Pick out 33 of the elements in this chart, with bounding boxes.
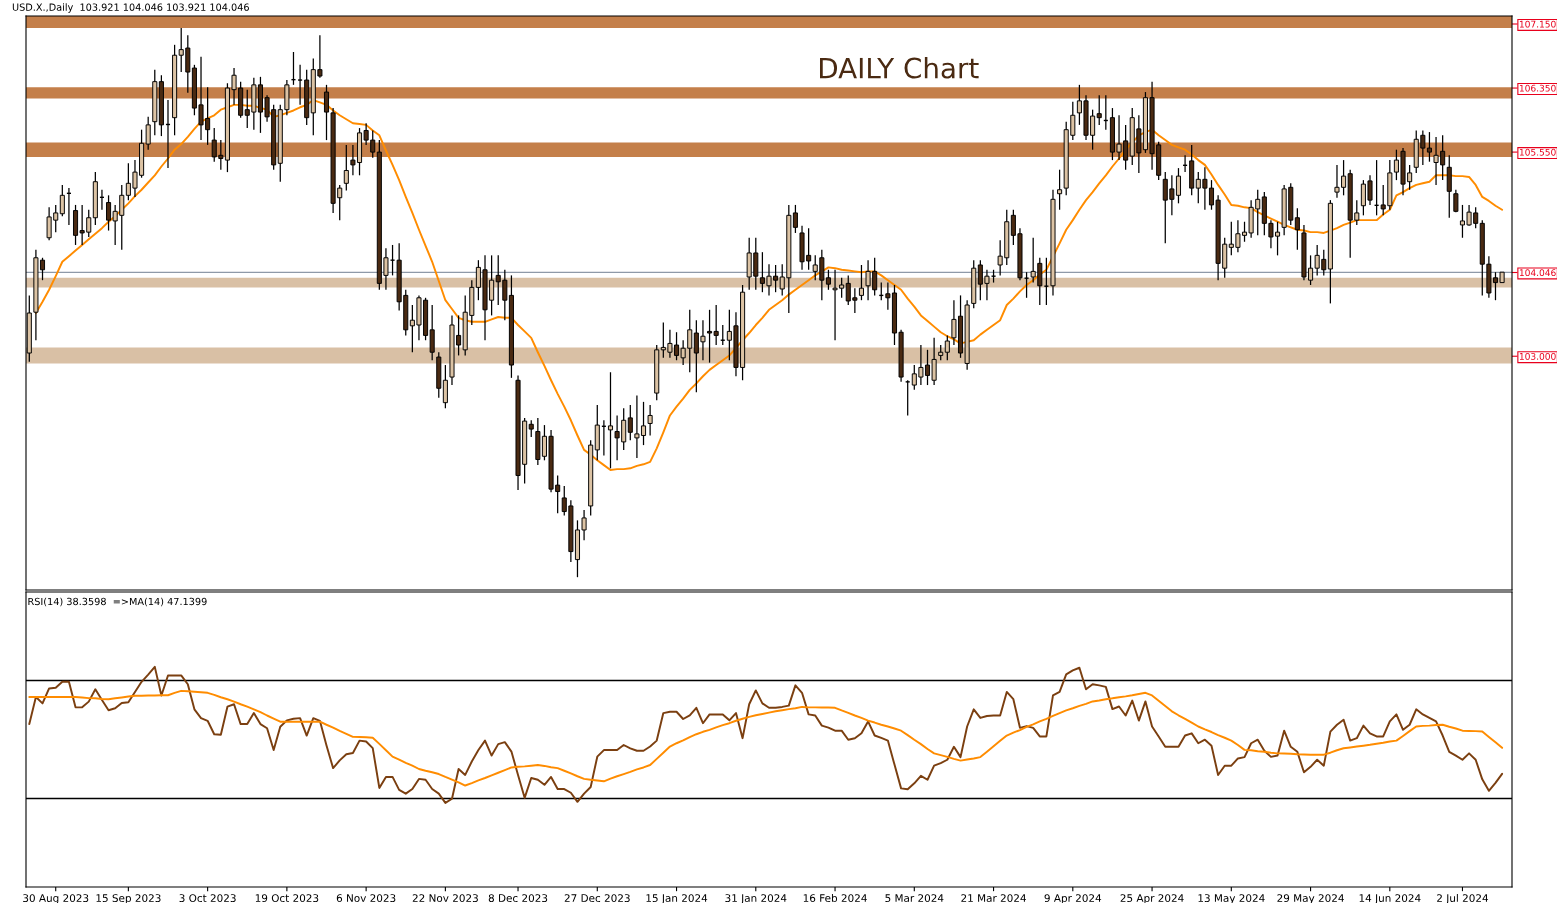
y-tick-label: 105.550: [1519, 148, 1556, 156]
y-tick-label: 106.350: [1519, 84, 1556, 92]
x-tick-label: 5 Mar 2024: [885, 894, 944, 903]
candlestick: [1043, 257, 1050, 306]
candlestick: [1096, 94, 1102, 126]
chart-subtitle: USD.X.,Daily 103.921 104.046 103.921 104.046: [12, 3, 249, 13]
y-tick-label: 104.046: [1519, 269, 1556, 277]
x-tick-label: 19 Oct 2023: [255, 894, 319, 903]
x-tick-label: 22 Nov 2023: [412, 894, 478, 903]
candlestick: [1294, 207, 1300, 251]
x-tick-label: 8 Dec 2023: [488, 894, 548, 903]
candlestick: [1057, 169, 1063, 211]
x-tick-label: 31 Jan 2024: [725, 894, 787, 903]
y-tick-label: 107.150: [1519, 20, 1556, 28]
candlestick: [442, 364, 448, 409]
x-tick-label: 15 Jan 2024: [646, 894, 708, 903]
candlestick: [904, 379, 911, 417]
y-tick-label: 103.000: [1519, 352, 1556, 360]
x-tick-label: 21 Mar 2024: [961, 894, 1026, 903]
x-tick-label: 2 Jul 2024: [1437, 893, 1489, 903]
candlestick: [297, 64, 303, 106]
x-tick-label: 3 Oct 2023: [179, 894, 236, 903]
x-tick-label: 16 Feb 2024: [803, 893, 867, 903]
x-tick-label: 14 Jun 2024: [1359, 894, 1421, 903]
chart-title: RSI(14) 38.3598 =>MA(14) 47.1399: [28, 597, 207, 607]
candlestick: [59, 184, 65, 217]
candlestick: [647, 404, 653, 437]
candlestick: [607, 371, 614, 469]
text: DAILY Chart: [820, 57, 979, 79]
candlestick: [627, 404, 633, 441]
candlestick: [343, 144, 349, 192]
x-tick-label: 27 Dec 2023: [564, 894, 630, 903]
x-tick-label: 6 Nov 2023: [336, 894, 396, 903]
